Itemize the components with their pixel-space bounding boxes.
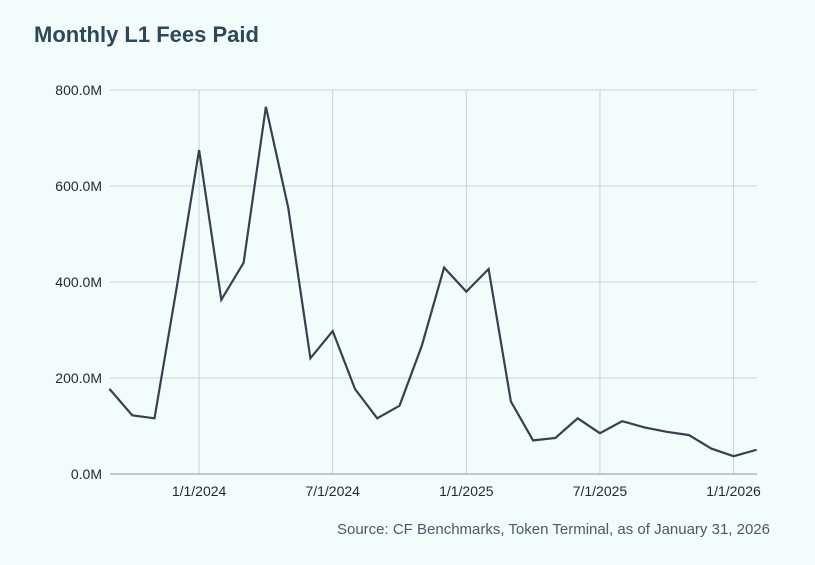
chart-title: Monthly L1 Fees Paid (34, 22, 259, 47)
y-tick-label: 600.0M (55, 178, 102, 194)
x-tick-label: 1/1/2026 (706, 483, 761, 499)
y-tick-label: 400.0M (55, 274, 102, 290)
grid-lines (110, 89, 757, 474)
x-axis-ticks: 1/1/2024 7/1/2024 1/1/2025 7/1/2025 1/1/2026 (172, 483, 761, 499)
y-tick-label: 800.0M (55, 82, 102, 98)
x-tick-label: 1/1/2025 (439, 483, 494, 499)
x-tick-label: 7/1/2025 (573, 483, 628, 499)
x-tick-label: 1/1/2024 (172, 483, 227, 499)
series-layer (108, 106, 757, 458)
y-tick-label: 0.0M (71, 466, 102, 482)
series-line-monthly-l1-fees (108, 106, 757, 458)
source-note: Source: CF Benchmarks, Token Terminal, a… (336, 521, 770, 538)
x-tick-label: 7/1/2024 (305, 483, 360, 499)
y-axis-ticks: 0.0M 200.0M 400.0M 600.0M 800.0M (55, 82, 102, 482)
y-tick-label: 200.0M (55, 370, 102, 386)
